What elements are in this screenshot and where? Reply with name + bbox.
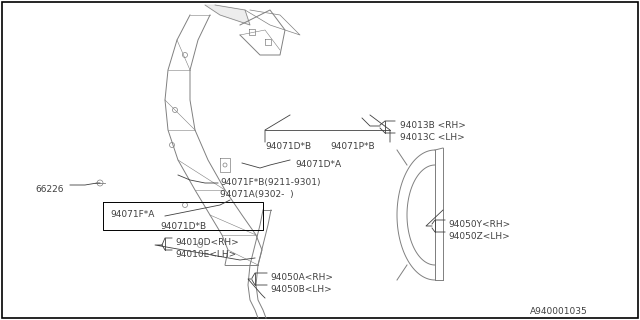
Text: 94010D<RH>: 94010D<RH> (175, 238, 239, 247)
Text: 94050B<LH>: 94050B<LH> (270, 285, 332, 294)
Text: 94071D*A: 94071D*A (295, 160, 341, 169)
Text: 94013B <RH>: 94013B <RH> (400, 121, 466, 130)
Text: 94071D*B: 94071D*B (265, 142, 311, 151)
Text: 94050Y<RH>: 94050Y<RH> (448, 220, 510, 229)
Text: 94071F*A: 94071F*A (110, 210, 154, 219)
Text: 94013C <LH>: 94013C <LH> (400, 133, 465, 142)
Text: 94071F*B(9211-9301): 94071F*B(9211-9301) (220, 178, 321, 187)
Text: 94071D*B: 94071D*B (160, 222, 206, 231)
Text: 66226: 66226 (35, 185, 63, 194)
Text: A940001035: A940001035 (530, 307, 588, 316)
Text: 94071A(9302-  ): 94071A(9302- ) (220, 190, 294, 199)
Text: 94050A<RH>: 94050A<RH> (270, 273, 333, 282)
Polygon shape (205, 5, 250, 25)
Text: 94050Z<LH>: 94050Z<LH> (448, 232, 509, 241)
Text: 94071P*B: 94071P*B (330, 142, 374, 151)
Text: 94010E<LH>: 94010E<LH> (175, 250, 236, 259)
